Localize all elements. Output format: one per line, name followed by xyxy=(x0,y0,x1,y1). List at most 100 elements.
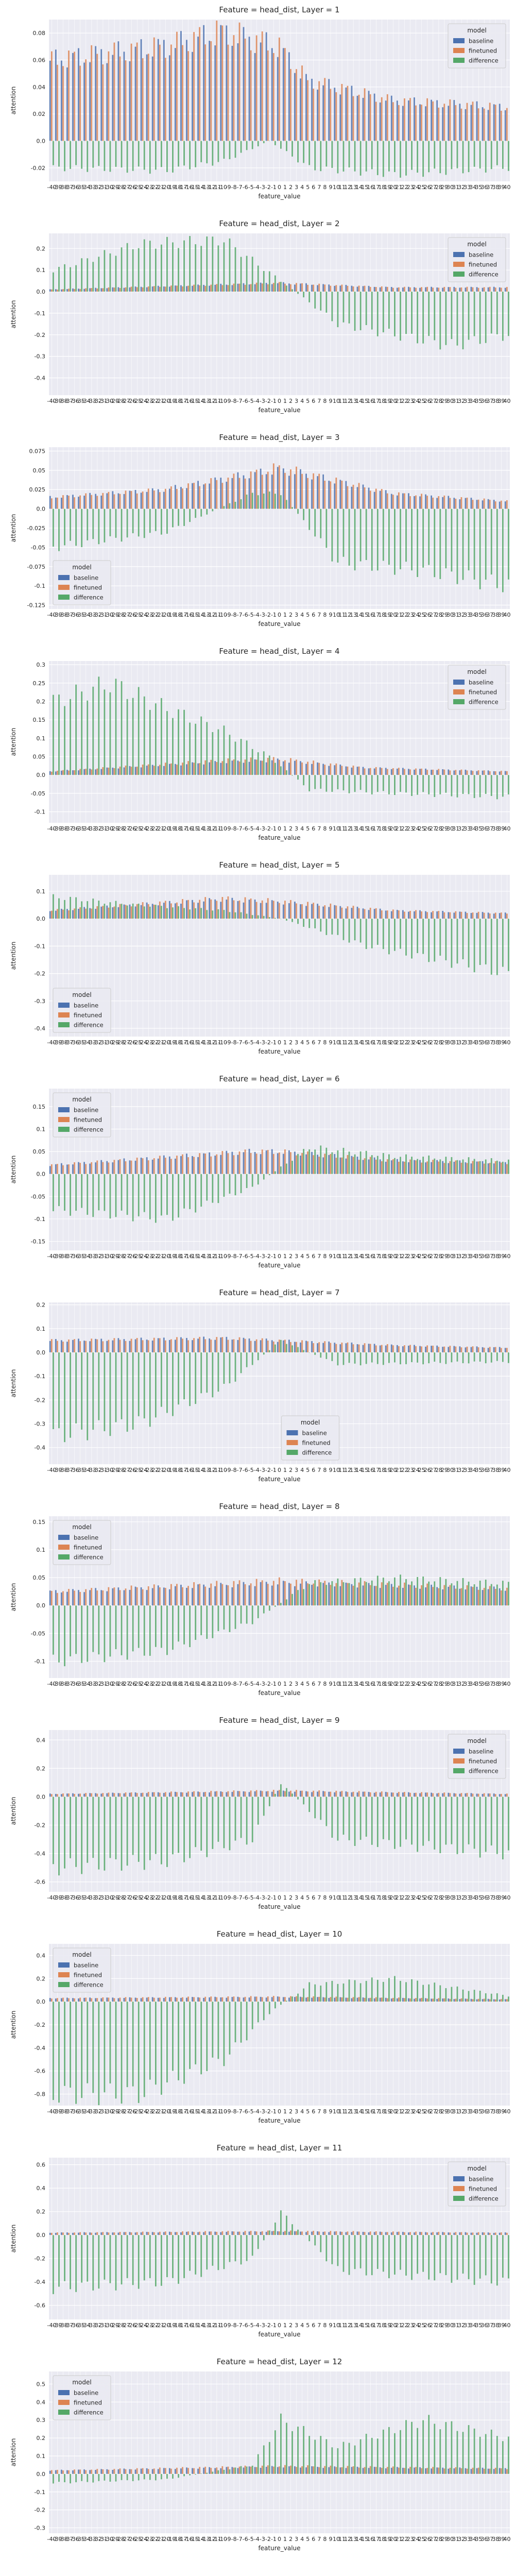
bar-difference xyxy=(132,2002,134,2087)
bar-difference xyxy=(75,1352,77,1423)
bar-finetuned xyxy=(221,483,224,509)
x-tick-label: -24 xyxy=(138,1039,147,1046)
bar-finetuned xyxy=(369,490,371,509)
x-tick-label: -36 xyxy=(70,2108,79,2115)
bar-baseline xyxy=(203,1584,205,1606)
bar-baseline xyxy=(83,1997,85,2002)
bar-baseline xyxy=(459,287,461,292)
x-tick-label: -4 xyxy=(254,825,260,832)
bar-difference xyxy=(348,1797,350,1840)
bar-finetuned xyxy=(199,1584,201,1606)
bar-finetuned xyxy=(364,487,366,509)
y-tick-label: -0.1 xyxy=(35,583,45,589)
bar-baseline xyxy=(300,78,301,141)
bar-baseline xyxy=(243,27,245,141)
bar-difference xyxy=(439,775,441,794)
bar-finetuned xyxy=(341,1157,343,1174)
series-finetuned xyxy=(50,757,508,775)
x-tick-label: 11 xyxy=(338,825,346,832)
bar-finetuned xyxy=(296,2231,297,2235)
bar-difference xyxy=(485,1159,487,1174)
bar-baseline xyxy=(362,97,364,141)
bar-finetuned xyxy=(159,1156,161,1174)
bar-finetuned xyxy=(398,105,400,141)
x-tick-label: 16 xyxy=(367,1894,374,1901)
bar-baseline xyxy=(78,1793,79,1797)
bar-finetuned xyxy=(74,908,75,919)
legend-title: model xyxy=(72,1096,91,1103)
bar-baseline xyxy=(339,94,341,141)
bar-difference xyxy=(98,1352,100,1420)
bar-finetuned xyxy=(369,1792,371,1797)
x-tick-label: 29 xyxy=(441,2536,448,2543)
bar-difference xyxy=(337,1578,339,1606)
x-tick-label: -22 xyxy=(149,1681,159,1687)
bar-finetuned xyxy=(472,287,474,292)
bar-difference xyxy=(354,141,356,172)
bar-finetuned xyxy=(136,904,138,919)
bar-finetuned xyxy=(369,286,371,292)
x-tick-label: 3 xyxy=(295,1681,298,1687)
bar-difference xyxy=(98,1174,100,1211)
x-tick-label: -27 xyxy=(121,1467,130,1473)
x-tick-label: 20 xyxy=(389,1253,397,1260)
bar-baseline xyxy=(226,25,228,141)
bar-baseline xyxy=(220,283,222,292)
x-tick-label: 6 xyxy=(312,1681,315,1687)
bar-finetuned xyxy=(466,770,468,775)
bar-finetuned xyxy=(455,1160,457,1174)
x-tick-label: -9 xyxy=(226,1253,231,1260)
x-tick-label: 40 xyxy=(503,1894,510,1901)
bar-baseline xyxy=(243,1791,245,1797)
x-tick-label: -2 xyxy=(265,1039,271,1046)
x-tick-label: 39 xyxy=(497,612,505,618)
x-tick-label: -39 xyxy=(53,1039,62,1046)
x-axis-label: feature_value xyxy=(258,1903,300,1910)
x-tick-label: 13 xyxy=(350,2536,357,2543)
bar-difference xyxy=(70,1605,71,1656)
bar-difference xyxy=(382,2235,384,2272)
bar-baseline xyxy=(294,1342,296,1352)
bar-baseline xyxy=(362,908,364,919)
x-tick-label: -5 xyxy=(248,1039,254,1046)
bar-difference xyxy=(388,509,390,565)
x-tick-label: -16 xyxy=(184,1681,193,1687)
bar-baseline xyxy=(78,1162,79,1174)
x-tick-label: -4 xyxy=(254,2322,260,2329)
bar-finetuned xyxy=(347,766,349,775)
bar-finetuned xyxy=(221,1792,224,1797)
legend-label-finetuned: finetuned xyxy=(74,1972,102,1979)
bar-baseline xyxy=(317,762,319,775)
x-tick-label: -11 xyxy=(212,825,221,832)
bar-baseline xyxy=(117,1793,119,1797)
bar-finetuned xyxy=(91,1998,93,2002)
bar-difference xyxy=(274,275,276,292)
bar-finetuned xyxy=(386,1583,388,1606)
bar-finetuned xyxy=(307,478,308,509)
bar-finetuned xyxy=(472,1587,474,1606)
bar-difference xyxy=(485,1797,487,1852)
x-tick-label: 39 xyxy=(497,1039,505,1046)
bar-difference xyxy=(263,494,265,509)
bar-baseline xyxy=(248,1338,250,1352)
bar-baseline xyxy=(209,483,211,509)
bar-finetuned xyxy=(233,1581,235,1606)
bar-difference xyxy=(257,752,259,775)
bar-baseline xyxy=(95,909,97,919)
bar-finetuned xyxy=(364,1791,366,1797)
bar-finetuned xyxy=(307,284,308,292)
x-tick-label: 26 xyxy=(424,398,431,404)
x-tick-label: -9 xyxy=(226,2322,231,2329)
bar-baseline xyxy=(83,907,85,919)
bar-baseline xyxy=(390,769,392,775)
bar-finetuned xyxy=(278,1340,280,1352)
y-tick-label: -0.4 xyxy=(35,1851,45,1857)
bar-difference xyxy=(223,1797,225,1849)
x-tick-label: 37 xyxy=(486,1039,493,1046)
bar-difference xyxy=(405,775,407,793)
x-tick-label: 6 xyxy=(312,1894,315,1901)
bar-difference xyxy=(314,141,316,171)
bar-baseline xyxy=(334,1997,336,2002)
x-tick-label: 13 xyxy=(350,1467,357,1473)
x-tick-label: -1 xyxy=(271,2322,277,2329)
